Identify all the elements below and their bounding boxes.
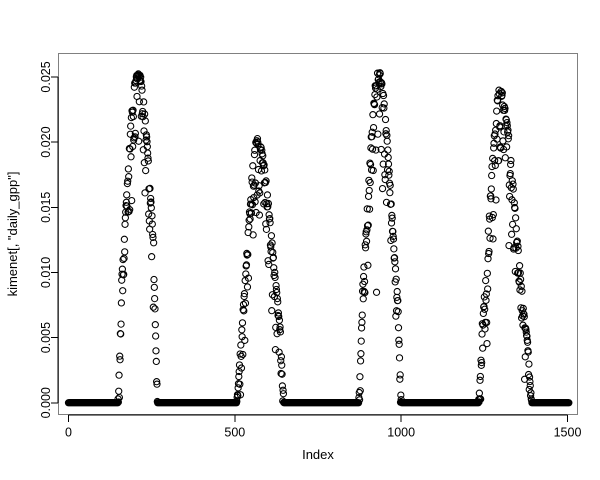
x-tick-label: 0	[65, 426, 72, 440]
x-tick-label: 500	[224, 426, 245, 440]
y-tick-label: 0.005	[39, 322, 53, 353]
x-axis: 0 500 1000 1500	[65, 414, 582, 440]
y-tick-label: 0.000	[39, 387, 53, 418]
plot-frame	[57, 52, 579, 416]
y-axis-title: kimenet[, "daily_gpp"]	[5, 172, 20, 297]
x-axis-title: Index	[302, 447, 334, 462]
y-tick-label: 0.020	[39, 126, 53, 157]
scatter-points	[64, 69, 573, 407]
data-points-layer	[64, 69, 573, 407]
y-tick-label: 0.010	[39, 257, 53, 288]
x-tick-label: 1500	[554, 426, 582, 440]
y-tick-label: 0.025	[39, 61, 53, 92]
x-tick-label: 1000	[387, 426, 415, 440]
y-tick-label: 0.015	[39, 192, 53, 223]
y-axis: 0.000 0.005 0.010 0.015 0.020 0.025	[39, 61, 59, 418]
